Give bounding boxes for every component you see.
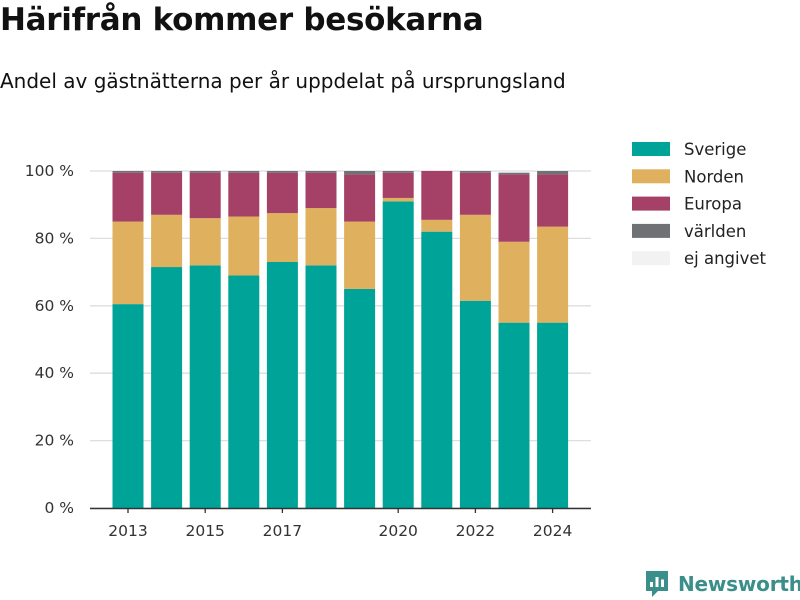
bar-segment-europa-2017 — [266, 172, 298, 214]
bar-segment-sverige-2019 — [344, 288, 376, 508]
bar-segment-världen-2024 — [537, 171, 569, 175]
y-tick-label: 0 % — [44, 499, 74, 517]
bar-segment-europa-2019 — [344, 174, 376, 222]
newsworthy-logo-icon — [646, 571, 668, 597]
bar-segment-sverige-2021 — [421, 231, 453, 508]
bar-segment-norden-2020 — [382, 197, 414, 202]
x-tick-label: 2024 — [533, 522, 572, 540]
y-tick-label: 40 % — [35, 364, 74, 382]
bar-segment-norden-2022 — [459, 214, 491, 301]
bar-segment-europa-2021 — [421, 171, 453, 220]
legend-label: Europa — [684, 195, 742, 214]
legend: Sverige Norden Europa världen ej angivet — [632, 140, 767, 268]
legend-swatch-europa — [632, 196, 670, 211]
x-tick-label: 2015 — [185, 522, 224, 540]
x-tick-label: 2022 — [456, 522, 495, 540]
bar-segment-norden-2024 — [537, 226, 569, 323]
legend-label: världen — [684, 222, 746, 241]
chart-subtitle: Andel av gästnätterna per år uppdelat på… — [0, 69, 566, 93]
bar-segment-världen-2014 — [151, 171, 183, 173]
bar-segment-sverige-2024 — [537, 322, 569, 508]
newsworthy-logo: Newsworthy — [644, 568, 800, 600]
bar-segment-norden-2013 — [112, 221, 144, 305]
bar-segment-sverige-2022 — [459, 300, 491, 508]
bar-segment-sverige-2017 — [266, 261, 298, 508]
bar-segment-europa-2018 — [305, 172, 337, 209]
bar-segment-sverige-2014 — [151, 267, 183, 508]
bar-segment-sverige-2013 — [112, 304, 144, 508]
x-tick-label: 2020 — [378, 522, 417, 540]
bar-segment-sverige-2020 — [382, 201, 414, 508]
bar-segment-sverige-2015 — [189, 265, 221, 508]
y-tick-label: 100 % — [25, 162, 74, 180]
bar-segment-världen-2020 — [382, 171, 414, 173]
bar-segment-europa-2013 — [112, 172, 144, 222]
bar-segment-norden-2014 — [151, 214, 183, 268]
legend-label: Sverige — [684, 140, 746, 159]
legend-swatch-sverige — [632, 142, 670, 156]
legend-swatch-världen — [632, 223, 670, 238]
stacked-bar-chart: 0 % 20 % 40 % 60 % 80 % 100 % 2013 2015 2017 2020… — [25, 140, 767, 540]
bar-segment-världen-2018 — [305, 171, 337, 173]
logo-text: Newsworthy — [678, 572, 800, 596]
bar-segment-norden-2021 — [421, 219, 453, 232]
bar-segment-världen-2015 — [189, 171, 221, 173]
bar-segment-norden-2015 — [189, 218, 221, 266]
bar-segment-norden-2023 — [498, 241, 530, 323]
legend-label: ej angivet — [684, 249, 767, 268]
bar-segment-norden-2018 — [305, 208, 337, 266]
y-tick-label: 20 % — [35, 432, 74, 450]
bar-segment-europa-2023 — [498, 174, 530, 242]
chart-title: Härifrån kommer besökarna — [0, 2, 484, 38]
bar-segment-världen-2022 — [459, 171, 491, 173]
bar-segment-världen-2013 — [112, 171, 144, 173]
bar-segment-sverige-2016 — [228, 275, 260, 508]
legend-swatch-norden — [632, 169, 670, 184]
y-tick-label: 80 % — [35, 229, 74, 247]
bar-layer — [112, 171, 569, 508]
bar-segment-europa-2024 — [537, 174, 569, 227]
bar-segment-världen-2023 — [498, 172, 530, 175]
x-tick-label: 2013 — [108, 522, 147, 540]
bar-segment-norden-2016 — [228, 216, 260, 276]
bar-segment-europa-2022 — [459, 172, 491, 215]
axis-layer: 0 % 20 % 40 % 60 % 80 % 100 % 2013 2015 2017 2020… — [25, 162, 591, 540]
bar-segment-europa-2016 — [228, 172, 260, 217]
bar-segment-världen-2017 — [266, 171, 298, 173]
bar-segment-europa-2020 — [382, 172, 414, 198]
bar-segment-sverige-2018 — [305, 265, 337, 508]
bar-segment-världen-2019 — [344, 171, 376, 175]
bar-segment-europa-2014 — [151, 172, 183, 215]
bar-segment-norden-2019 — [344, 221, 376, 289]
y-tick-label: 60 % — [35, 297, 74, 315]
legend-swatch-ej-angivet — [632, 251, 670, 266]
bar-segment-sverige-2023 — [498, 322, 530, 508]
bar-segment-norden-2017 — [266, 213, 298, 262]
legend-label: Norden — [684, 167, 744, 186]
x-tick-label: 2017 — [263, 522, 302, 540]
bar-segment-världen-2016 — [228, 171, 260, 173]
bar-segment-europa-2015 — [189, 172, 221, 219]
